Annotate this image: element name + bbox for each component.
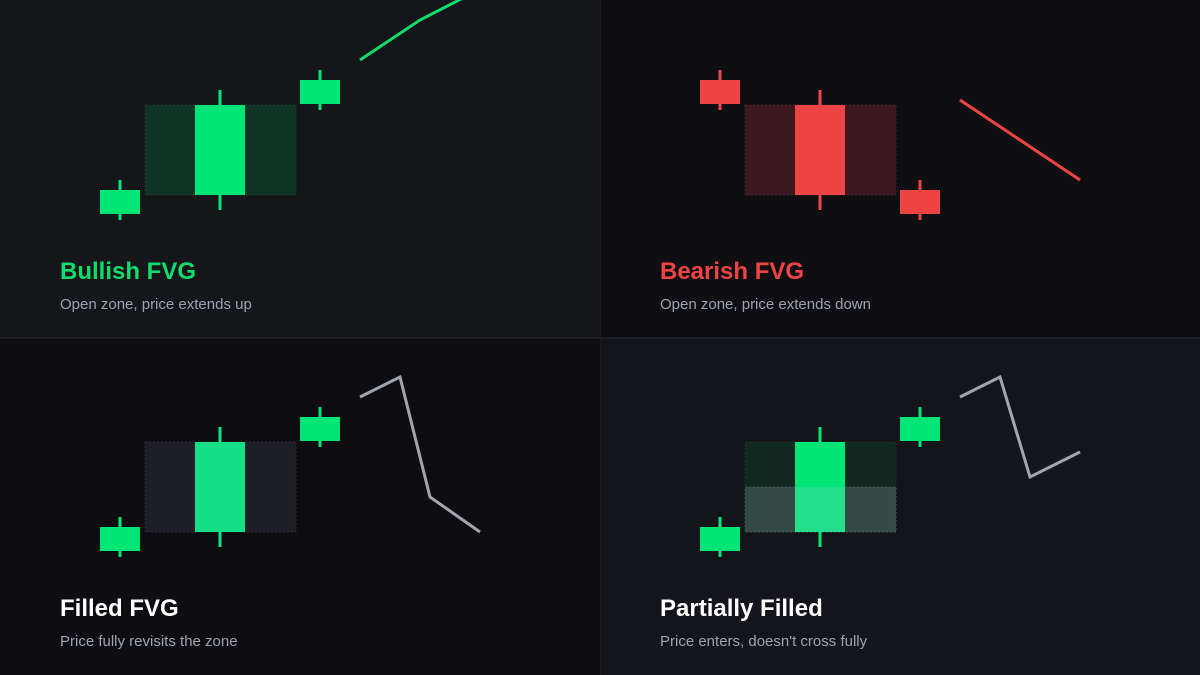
partially-filled-illustration bbox=[700, 374, 1081, 557]
bearish-fvg-panel: Bearish FVG Open zone, price extends dow… bbox=[601, 0, 1200, 337]
bullish-fvg-panel: Bullish FVG Open zone, price extends up bbox=[0, 0, 600, 337]
panel-title: Filled FVG bbox=[60, 595, 179, 622]
panel-title: Bearish FVG bbox=[660, 258, 805, 285]
price-path-up bbox=[359, 0, 463, 62]
price-path-revisit bbox=[359, 374, 481, 534]
candle-left bbox=[100, 180, 140, 220]
price-path-partial bbox=[959, 374, 1081, 480]
candle-left bbox=[700, 70, 740, 110]
candle-right bbox=[300, 70, 340, 110]
candle-middle bbox=[795, 90, 845, 210]
panel-title: Bullish FVG bbox=[60, 258, 197, 285]
candle-right bbox=[900, 407, 940, 447]
candle-middle bbox=[195, 90, 245, 210]
price-path-down bbox=[959, 98, 1081, 182]
filled-fvg-panel: Filled FVG Price fully revisits the zone bbox=[0, 339, 600, 675]
horizontal-divider bbox=[0, 337, 1200, 339]
bearish-fvg-illustration bbox=[700, 70, 1081, 220]
candle-left bbox=[100, 517, 140, 557]
partially-filled-panel: Partially Filled Price enters, doesn't c… bbox=[601, 339, 1200, 675]
candle-middle bbox=[195, 427, 245, 547]
panel-description: Open zone, price extends up bbox=[60, 296, 252, 313]
bullish-fvg-illustration bbox=[100, 0, 463, 220]
candle-right bbox=[900, 180, 940, 220]
panel-description: Price enters, doesn't cross fully bbox=[660, 633, 868, 650]
panel-title: Partially Filled bbox=[660, 595, 823, 622]
candle-middle bbox=[795, 427, 845, 547]
panel-description: Open zone, price extends down bbox=[660, 296, 871, 313]
candle-left bbox=[700, 517, 740, 557]
panel-description: Price fully revisits the zone bbox=[60, 633, 238, 650]
candle-right bbox=[300, 407, 340, 447]
filled-fvg-illustration bbox=[100, 374, 481, 557]
